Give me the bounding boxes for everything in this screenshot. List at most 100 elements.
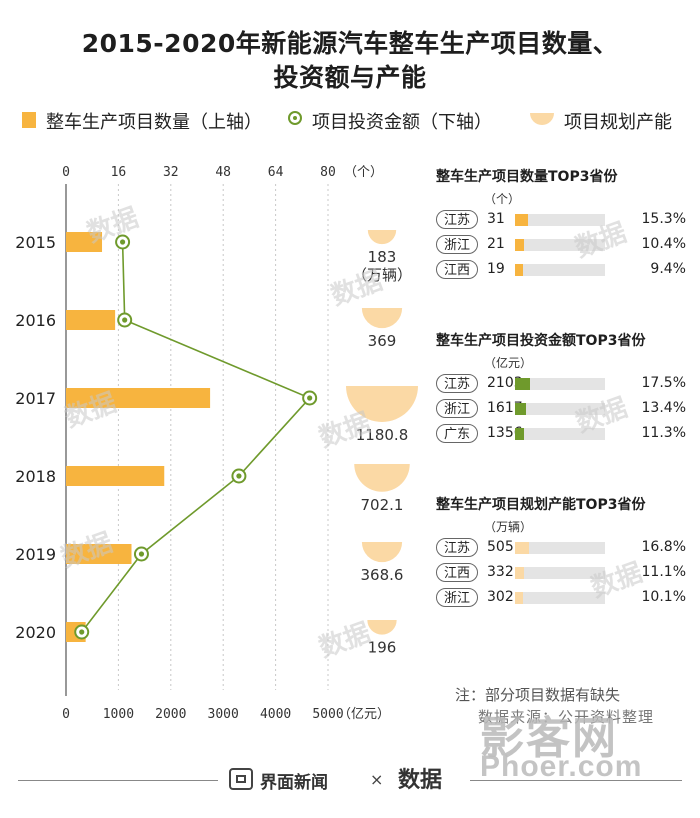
legend-label-bar: 整车生产项目数量（上轴）: [46, 112, 262, 133]
share-percent: 16.8%: [641, 539, 686, 555]
province-row: 江苏 2103 17.5%: [436, 373, 686, 396]
bottom-tick-label: 3000: [208, 707, 239, 722]
capacity-semicircle: [354, 464, 410, 492]
top-tick-label: 48: [215, 165, 231, 180]
province-badge: 江苏: [436, 210, 478, 229]
capacity-unit: （万辆）: [352, 266, 412, 284]
year-label: 2015: [15, 233, 56, 252]
province-value: 332: [487, 564, 514, 580]
panel-title: 整车生产项目数量TOP3省份: [436, 169, 618, 185]
note: 注：部分项目数据有缺失: [455, 686, 621, 704]
province-row: 浙江 21 10.4%: [436, 234, 686, 257]
share-bar-fill: [515, 378, 530, 390]
province-badge: 浙江: [436, 235, 478, 254]
top-axis-unit: （个）: [344, 165, 383, 180]
count-bar: [66, 466, 165, 486]
province-row: 江西 332 11.1%: [436, 562, 686, 585]
top-tick-label: 32: [163, 165, 179, 180]
province-row: 江西 19 9.4%: [436, 259, 686, 282]
capacity-semicircle: [367, 230, 397, 245]
province-badge: 广东: [436, 424, 478, 443]
capacity-semicircle: [361, 308, 403, 329]
year-label: 2019: [15, 545, 56, 564]
province-value: 1617: [487, 400, 523, 416]
top-tick-label: 16: [111, 165, 127, 180]
combo-chart: 0 16 32 48 64 80 （个） 0 1000 2000 3000 4000 5000（亿元） 2…: [15, 165, 418, 722]
footer-partner-logo: 数据: [398, 767, 443, 793]
invest-point-core: [307, 395, 313, 401]
capacity-semicircle: [367, 620, 397, 635]
footer-divider: [470, 780, 682, 781]
bottom-tick-label: 0: [62, 707, 70, 722]
share-bar-fill: [515, 403, 527, 415]
capacity-label: 1180.8: [356, 426, 409, 444]
top-tick-label: 64: [268, 165, 284, 180]
province-row: 浙江 302 10.1%: [436, 587, 686, 610]
year-label: 2016: [15, 311, 56, 330]
bottom-tick-label: 5000: [312, 707, 343, 722]
share-bar-track: [515, 214, 605, 226]
share-bar-track: [515, 378, 605, 390]
province-value: 2103: [487, 375, 523, 391]
year-label: 2020: [15, 623, 56, 642]
province-value: 19: [487, 261, 505, 277]
share-bar-track: [515, 239, 605, 251]
capacity-label: 368.6: [361, 566, 404, 584]
bar-swatch-icon: [22, 112, 36, 128]
panel-capacity-top3: 整车生产项目规划产能TOP3省份 （万辆） 江苏 505 16.8% 江西 332 11.1%…: [436, 494, 686, 610]
top-tick-label: 0: [62, 165, 70, 180]
jiemian-logo-icon: [229, 768, 253, 790]
invest-point-core: [138, 551, 145, 557]
bottom-axis-unit: （亿元）: [338, 707, 390, 722]
year-label: 2018: [15, 467, 56, 486]
count-bar: [66, 232, 103, 252]
province-badge: 浙江: [436, 399, 478, 418]
province-value: 302: [487, 589, 514, 605]
province-row: 江苏 31 15.3%: [436, 209, 686, 232]
share-bar-track: [515, 567, 605, 579]
legend-label-semi: 项目规划产能: [564, 112, 672, 133]
share-bar-track: [515, 264, 605, 276]
count-bar: [66, 544, 132, 564]
footer-cross: ×: [370, 770, 384, 789]
share-bar-fill: [515, 264, 523, 276]
province-badge: 江西: [436, 260, 478, 279]
capacity-label: 183: [368, 248, 397, 266]
share-percent: 11.1%: [641, 564, 686, 580]
chart-title-line2: 投资额与产能: [273, 63, 427, 92]
share-percent: 9.4%: [650, 261, 686, 277]
share-bar-track: [515, 542, 605, 554]
province-value: 31: [487, 211, 505, 227]
capacity-label: 702.1: [361, 496, 404, 514]
province-row: 江苏 505 16.8%: [436, 537, 686, 560]
chart-title-line1: 2015-2020年新能源汽车整车生产项目数量、: [81, 29, 619, 58]
share-percent: 13.4%: [641, 400, 686, 416]
share-percent: 11.3%: [641, 425, 686, 441]
bottom-tick-label: 4000: [260, 707, 291, 722]
share-bar-fill: [515, 592, 524, 604]
panel-unit: （亿元）: [484, 356, 533, 370]
panel-count-top3: 整车生产项目数量TOP3省份 （个） 江苏 31 15.3% 浙江 21 10.4% 江西 19 9…: [436, 166, 686, 282]
capacity-semicircle: [346, 386, 418, 422]
site-watermark-url: Phoer.com: [480, 750, 643, 783]
legend: 整车生产项目数量（上轴） 项目投资金额（下轴） 项目规划产能: [22, 108, 692, 134]
share-bar-fill: [515, 239, 524, 251]
share-bar-track: [515, 592, 605, 604]
legend-label-line: 项目投资金额（下轴）: [312, 112, 492, 133]
top-tick-label: 80: [320, 165, 336, 180]
share-percent: 17.5%: [641, 375, 686, 391]
province-value: 505: [487, 539, 514, 555]
share-percent: 15.3%: [641, 211, 686, 227]
panel-title: 整车生产项目投资金额TOP3省份: [436, 333, 646, 349]
year-label: 2017: [15, 389, 56, 408]
panel-title: 整车生产项目规划产能TOP3省份: [436, 497, 646, 513]
bottom-tick-label: 1000: [103, 707, 134, 722]
footer-divider: [18, 780, 218, 781]
invest-point-core: [79, 629, 85, 635]
share-bar-track: [515, 428, 605, 440]
province-value: 21: [487, 236, 505, 252]
province-badge: 浙江: [436, 588, 478, 607]
province-badge: 江西: [436, 563, 478, 582]
dot-swatch-icon: [288, 111, 302, 125]
invest-point-core: [122, 317, 128, 323]
